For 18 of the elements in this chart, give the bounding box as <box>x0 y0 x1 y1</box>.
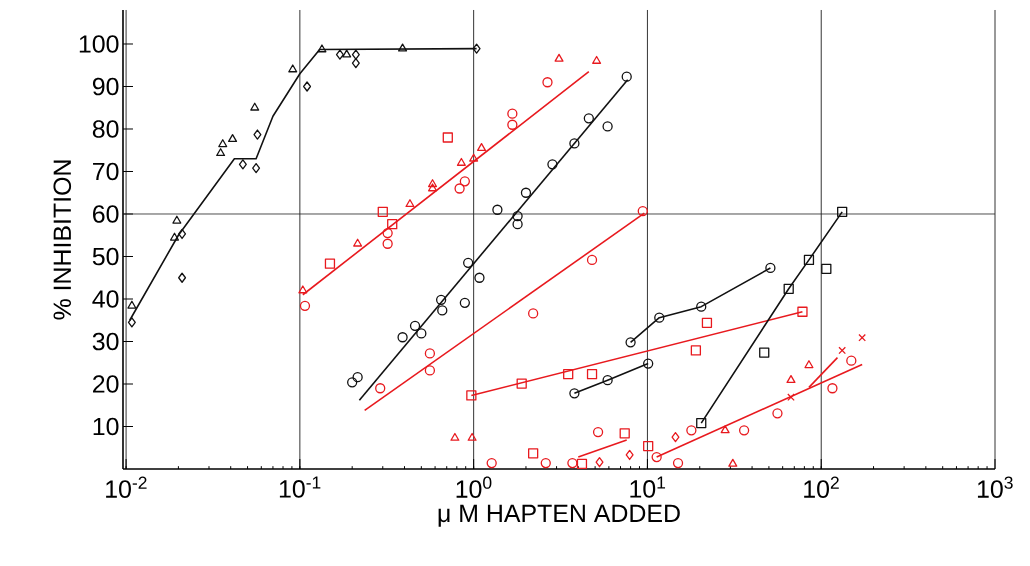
y-tick-label: 10 <box>93 417 119 436</box>
y-tick-label: 100 <box>79 35 119 53</box>
x-tick-label: 10$^{-2}$ <box>106 476 147 498</box>
y-tick-label: 30 <box>92 332 119 351</box>
x-tick-label: 10$^{2}$ <box>804 476 839 498</box>
x-tick-label: 10$^{3}$ <box>977 476 1013 498</box>
y-tick-label: 90 <box>92 77 119 96</box>
x-axis-title: μ M HAPTEN ADDED <box>438 504 680 527</box>
y-tick-label: 40 <box>92 290 119 308</box>
x-tick-label: 10$^{1}$ <box>630 476 666 498</box>
y-tick-label: 70 <box>93 162 119 181</box>
x-tick-label: 10$^{-1}$ <box>279 476 321 498</box>
x-tick-label: 10$^{0}$ <box>456 476 492 498</box>
y-tick-label: 80 <box>92 120 119 138</box>
y-axis-title: % INHIBITION <box>53 160 72 320</box>
y-tick-label: 20 <box>93 375 119 393</box>
y-tick-label: 60 <box>93 205 119 223</box>
y-tick-label: 50 <box>92 247 119 266</box>
